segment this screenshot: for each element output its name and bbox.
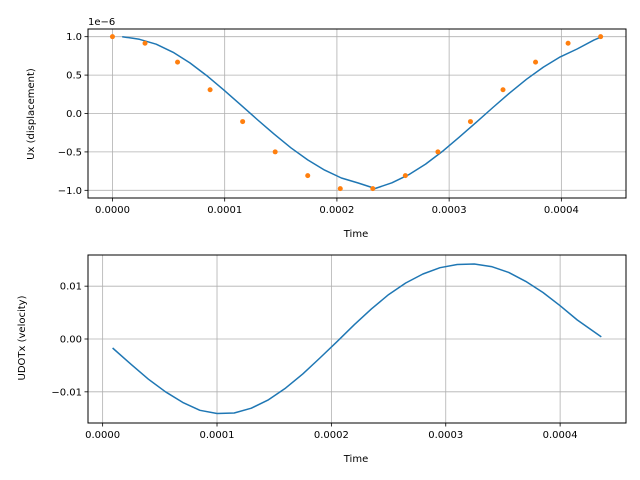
bottom-subplot: 0.0000 0.0001 0.0002 0.0003 0.0004 −0.01 0.00… [17, 254, 627, 465]
top-data-point [142, 40, 148, 46]
top-data-point [500, 87, 506, 93]
top-data-point [175, 59, 181, 65]
bottom-y-axis-label: UDOTx (velocity) [17, 295, 28, 380]
bottom-x-tick-label: 0.0003 [428, 430, 463, 441]
top-x-ticks: 0.0000 0.0001 0.0002 0.0003 0.0004 [95, 198, 579, 216]
top-data-point [598, 34, 604, 40]
bottom-x-tick-label: 0.0002 [314, 430, 349, 441]
top-y-tick-label: −0.5 [58, 147, 82, 158]
bottom-y-tick-label: −0.01 [51, 387, 82, 398]
top-series [109, 34, 604, 192]
top-data-point [435, 149, 441, 155]
top-y-tick-label: −1.0 [58, 186, 82, 197]
top-y-tick-label: 0.5 [66, 71, 82, 82]
top-data-point [467, 119, 473, 125]
top-data-point [240, 119, 246, 125]
bottom-x-tick-label: 0.0001 [200, 430, 235, 441]
bottom-y-ticks: −0.01 0.00 0.01 [51, 282, 88, 398]
top-data-point [109, 34, 115, 40]
top-x-axis-label: Time [343, 229, 368, 240]
top-data-point [272, 149, 278, 155]
top-series-line [122, 35, 603, 190]
top-y-ticks: −1.0 −0.5 0.0 0.5 1.0 [58, 32, 88, 197]
top-y-tick-label: 1.0 [66, 32, 82, 43]
top-data-point [337, 186, 343, 192]
top-x-tick-label: 0.0003 [432, 205, 467, 216]
bottom-x-axis-label: Time [343, 454, 368, 465]
top-subplot: 0.0000 0.0001 0.0002 0.0003 0.0004 −1.0 −0.5 0… [26, 17, 627, 240]
top-data-point [565, 40, 571, 46]
top-data-point [370, 186, 376, 192]
top-y-tick-label: 0.0 [66, 109, 82, 120]
top-x-tick-label: 0.0000 [95, 205, 130, 216]
top-data-point [207, 87, 213, 93]
top-y-axis-label: Ux (displacement) [26, 68, 37, 160]
top-grid [88, 29, 626, 198]
top-x-tick-label: 0.0002 [319, 205, 354, 216]
top-data-point [402, 173, 408, 179]
top-x-tick-label: 0.0001 [207, 205, 242, 216]
bottom-grid [88, 255, 626, 423]
bottom-y-tick-label: 0.01 [60, 282, 82, 293]
bottom-x-tick-label: 0.0000 [85, 430, 120, 441]
top-x-tick-label: 0.0004 [544, 205, 579, 216]
bottom-x-tick-label: 0.0004 [543, 430, 578, 441]
bottom-series-line [112, 263, 602, 415]
bottom-series [112, 263, 602, 415]
top-y-offset-text: 1e−6 [88, 17, 115, 28]
bottom-x-ticks: 0.0000 0.0001 0.0002 0.0003 0.0004 [85, 423, 578, 441]
top-data-point [305, 173, 311, 179]
bottom-y-tick-label: 0.00 [60, 335, 82, 346]
top-data-point [533, 59, 539, 65]
